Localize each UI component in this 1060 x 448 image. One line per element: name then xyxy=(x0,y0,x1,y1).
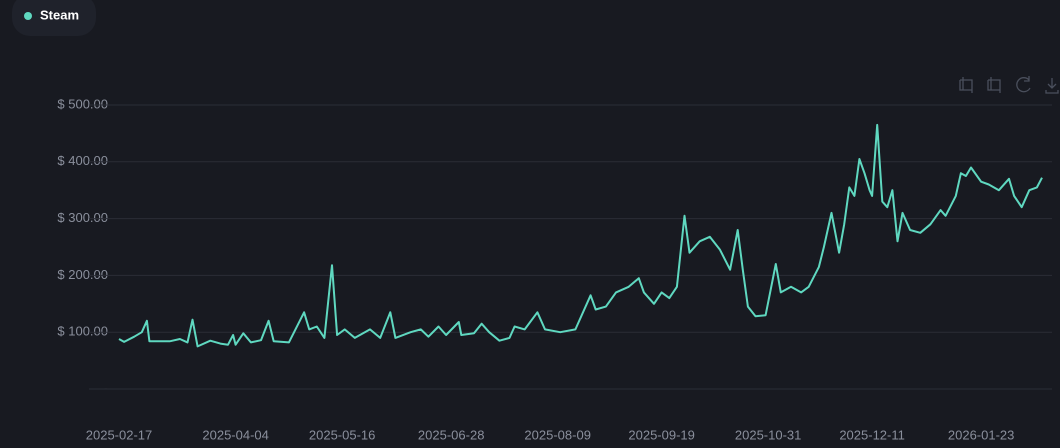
y-tick-label: $ 500.00 xyxy=(57,96,108,111)
series-line xyxy=(118,123,1043,348)
x-tick-label: 2026-01-23 xyxy=(948,427,1015,442)
toolbox[interactable] xyxy=(959,76,1059,94)
y-tick-label: $ 200.00 xyxy=(57,267,108,282)
legend-dot xyxy=(24,12,32,20)
restore-icon[interactable] xyxy=(1016,76,1031,93)
y-tick-label: $ 100.00 xyxy=(57,324,108,339)
y-tick-label: $ 300.00 xyxy=(57,210,108,225)
y-tick-label: $ 400.00 xyxy=(57,153,108,168)
x-tick-label: 2025-06-28 xyxy=(418,427,485,442)
x-tick-label: 2025-05-16 xyxy=(309,427,376,442)
x-tick-label: 2025-09-19 xyxy=(628,427,695,442)
legend-pill[interactable] xyxy=(12,0,96,36)
zoom-reset-icon[interactable] xyxy=(987,77,1001,93)
x-tick-label: 2025-08-09 xyxy=(524,427,591,442)
y-tick-label: - xyxy=(104,380,108,395)
x-tick-label: 2025-12-11 xyxy=(839,427,905,442)
zoom-icon[interactable] xyxy=(959,77,973,93)
x-tick-label: 2025-10-31 xyxy=(735,427,802,442)
x-tick-label: 2025-04-04 xyxy=(202,427,269,442)
legend-label[interactable]: Steam xyxy=(40,7,79,22)
x-tick-label: 2025-02-17 xyxy=(86,427,153,442)
download-icon[interactable] xyxy=(1045,78,1059,94)
